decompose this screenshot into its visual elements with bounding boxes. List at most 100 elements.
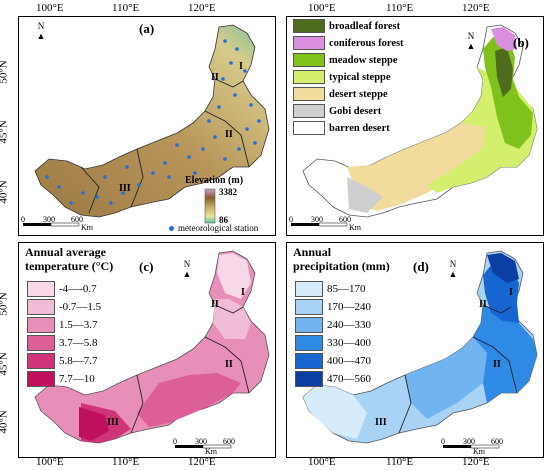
- swatch-typical-steppe: [293, 70, 325, 84]
- region-boundary-c3: [130, 374, 144, 434]
- temp-class-3: 1.5—3.7: [27, 317, 98, 333]
- precip-zone-mid: [405, 337, 487, 419]
- temp-label-5: 5.8—7.7: [59, 355, 98, 367]
- scale-bar-c: [175, 444, 232, 449]
- lon-label-110: 110°E: [112, 2, 140, 14]
- precip-label-1: 85—170: [327, 283, 366, 295]
- panel-d-letter: (d): [413, 259, 429, 274]
- precip-class-5: 400—470: [295, 353, 371, 369]
- desert-steppe-area: [347, 111, 487, 211]
- lat-label-45-bottom: 45°N: [0, 352, 10, 376]
- label-desert-steppe: desert steppe: [329, 88, 388, 100]
- lon-label-120b: 120°E: [462, 2, 490, 14]
- elevation-max-label: 3382: [219, 187, 237, 197]
- scale-tick-300-a: 300: [43, 215, 55, 224]
- lat-label-50-bottom: 50°N: [0, 292, 10, 316]
- meadow-steppe-area: [483, 37, 533, 149]
- panel-b-map-svg: [291, 24, 538, 227]
- precip-label-6: 470—560: [327, 373, 371, 385]
- scale-bar-a: [23, 222, 80, 227]
- lon-label-bottom-110b: 110°E: [386, 456, 414, 468]
- precip-zone-mid-high: [473, 305, 537, 403]
- precip-zone-driest: [303, 385, 367, 439]
- scale-bar-b: [291, 222, 348, 227]
- region-label-a-I: I: [239, 61, 243, 72]
- region-label-a-II: II: [225, 129, 233, 140]
- precip-class-4: 330—400: [295, 335, 371, 351]
- temp-swatch-3: [27, 317, 55, 333]
- temperature-legend-title: Annual average temperature (°C): [25, 245, 113, 273]
- precip-class-2: 170—240: [295, 299, 371, 315]
- swatch-broadleaf-forest: [293, 19, 325, 33]
- label-gobi-desert: Gobi desert: [329, 105, 382, 117]
- scale-tick-300-d: 300: [463, 437, 475, 446]
- region-boundary-c2: [204, 336, 250, 394]
- region-boundary-a4: [80, 166, 100, 214]
- label-typical-steppe: typical steppe: [329, 71, 391, 83]
- elevation-colorbar: [204, 188, 216, 224]
- label-meadow-steppe: meadow steppe: [329, 54, 398, 66]
- north-arrow-d: N ▲: [448, 259, 458, 279]
- region-label-c-II: II: [225, 359, 233, 370]
- swatch-coniferous-forest: [293, 36, 325, 50]
- panel-c-map-svg: [34, 250, 270, 449]
- meteorological-stations: [45, 39, 261, 205]
- lon-label-100b: 100°E: [308, 2, 336, 14]
- lon-label-bottom-100: 100°E: [36, 456, 64, 468]
- lat-label-40-bottom: 40°N: [0, 410, 10, 434]
- temp-swatch-2: [27, 299, 55, 315]
- precip-swatch-6: [295, 371, 323, 387]
- legend-meadow-steppe: meadow steppe: [293, 53, 398, 67]
- scale-tick-0-c: 0: [173, 437, 177, 446]
- elevation-min-label: 86: [219, 215, 228, 225]
- precip-swatch-3: [295, 317, 323, 333]
- scale-bar-d: [443, 444, 500, 449]
- scale-unit-a: Km: [81, 223, 93, 232]
- region-label-d-II-north: II: [479, 299, 487, 310]
- temp-zone-hottest: [79, 407, 109, 441]
- region-boundary-a1: [214, 78, 244, 88]
- precip-swatch-2: [295, 299, 323, 315]
- lon-label-bottom-120b: 120°E: [462, 456, 490, 468]
- scale-tick-0-d: 0: [441, 437, 445, 446]
- precip-class-1: 85—170: [295, 281, 366, 297]
- legend-desert-steppe: desert steppe: [293, 87, 388, 101]
- region-boundary-d2: [472, 336, 518, 394]
- region-boundary-a3: [130, 148, 144, 208]
- region-boundary-d3: [398, 374, 412, 434]
- temp-swatch-5: [27, 353, 55, 369]
- coniferous-forest-area: [491, 27, 517, 51]
- region-label-d-II: II: [493, 359, 501, 370]
- station-legend-dot: [169, 225, 174, 231]
- lon-label-bottom-110: 110°E: [112, 456, 140, 468]
- label-broadleaf-forest: broadleaf forest: [329, 20, 401, 32]
- legend-broadleaf-forest: broadleaf forest: [293, 19, 400, 33]
- precip-class-6: 470—560: [295, 371, 371, 387]
- precip-swatch-5: [295, 353, 323, 369]
- panel-b-landcover-map: (b) N ▲ broadleaf forest coniferous fores…: [286, 16, 544, 236]
- lon-label-100: 100°E: [36, 2, 64, 14]
- label-barren-desert: barren desert: [329, 122, 390, 134]
- north-arrow-a: N ▲: [36, 21, 46, 41]
- scale-tick-300-c: 300: [195, 437, 207, 446]
- temp-class-6: 7.7—10: [27, 371, 95, 387]
- temp-label-6: 7.7—10: [59, 373, 95, 385]
- scale-tick-600-a: 600: [71, 215, 83, 224]
- scale-tick-600-b: 600: [339, 215, 351, 224]
- temp-label-3: 1.5—3.7: [59, 319, 98, 331]
- swatch-desert-steppe: [293, 87, 325, 101]
- lon-label-110b: 110°E: [386, 2, 414, 14]
- station-legend: meteorological station: [169, 223, 258, 233]
- precip-label-3: 240—330: [327, 319, 371, 331]
- panel-b-letter: (b): [513, 35, 529, 50]
- region-label-a-II-north: II: [211, 72, 219, 83]
- scale-unit-d: Km: [473, 447, 485, 456]
- precip-label-2: 170—240: [327, 301, 371, 313]
- temp-label-4: 3.7—5.8: [59, 337, 98, 349]
- temp-swatch-6: [27, 371, 55, 387]
- panel-c-temperature-map: Annual average temperature (°C) (c) N ▲ -…: [18, 242, 276, 458]
- temp-label-2: -0.7—1.5: [59, 301, 102, 313]
- lat-label-45-top: 45°N: [0, 120, 10, 144]
- region-boundary-a2: [204, 110, 250, 168]
- region-label-c-I: I: [241, 287, 245, 298]
